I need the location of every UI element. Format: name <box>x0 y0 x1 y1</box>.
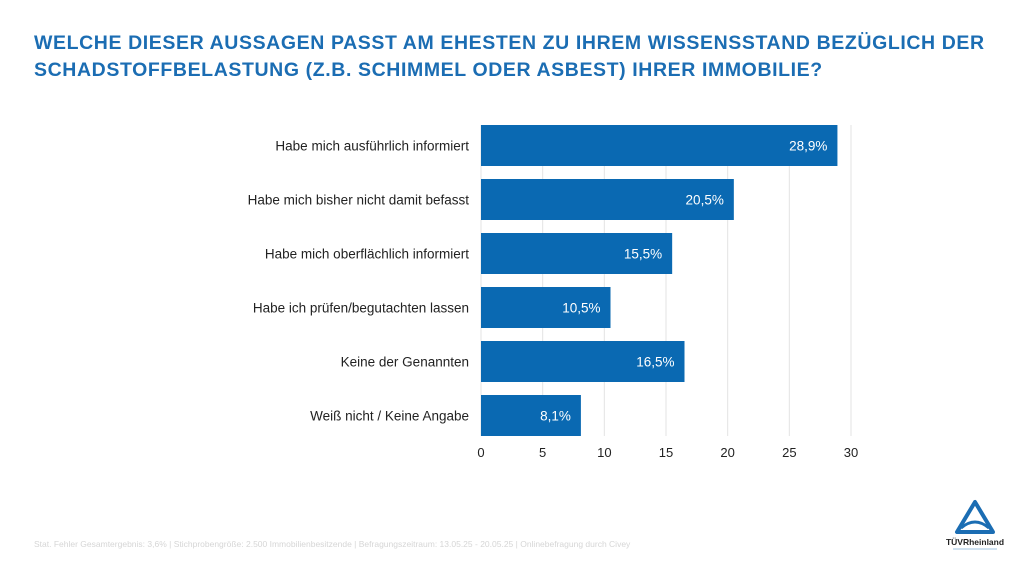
data-label: 16,5% <box>636 355 674 370</box>
data-label: 8,1% <box>540 409 571 424</box>
category-label: Habe ich prüfen/begutachten lassen <box>253 301 469 316</box>
chart-title: WELCHE DIESER AUSSAGEN PASST AM EHESTEN … <box>34 32 985 81</box>
category-label: Habe mich bisher nicht damit befasst <box>248 193 470 208</box>
x-tick-label: 10 <box>597 445 611 460</box>
footer-note: Stat. Fehler Gesamtergebnis: 3,6% | Stic… <box>34 539 631 549</box>
bar <box>481 233 673 274</box>
category-label: Weiß nicht / Keine Angabe <box>310 409 469 424</box>
bar <box>481 287 611 328</box>
bar <box>481 395 581 436</box>
category-label: Habe mich oberflächlich informiert <box>265 247 469 262</box>
data-label: 15,5% <box>624 247 662 262</box>
x-tick-label: 5 <box>539 445 546 460</box>
tuv-rheinland-logo: TÜVRheinland <box>946 500 1004 550</box>
bar <box>481 125 838 166</box>
bar <box>481 341 685 382</box>
x-tick-label: 15 <box>659 445 673 460</box>
data-label: 20,5% <box>686 193 724 208</box>
category-label: Habe mich ausführlich informiert <box>275 139 469 154</box>
category-label: Keine der Genannten <box>341 355 469 370</box>
x-tick-label: 0 <box>477 445 484 460</box>
bar <box>481 179 734 220</box>
svg-text:TÜVRheinland: TÜVRheinland <box>946 537 1004 547</box>
x-tick-label: 20 <box>720 445 734 460</box>
data-label: 28,9% <box>789 139 827 154</box>
x-tick-label: 25 <box>782 445 796 460</box>
x-tick-label: 30 <box>844 445 858 460</box>
data-label: 10,5% <box>562 301 600 316</box>
